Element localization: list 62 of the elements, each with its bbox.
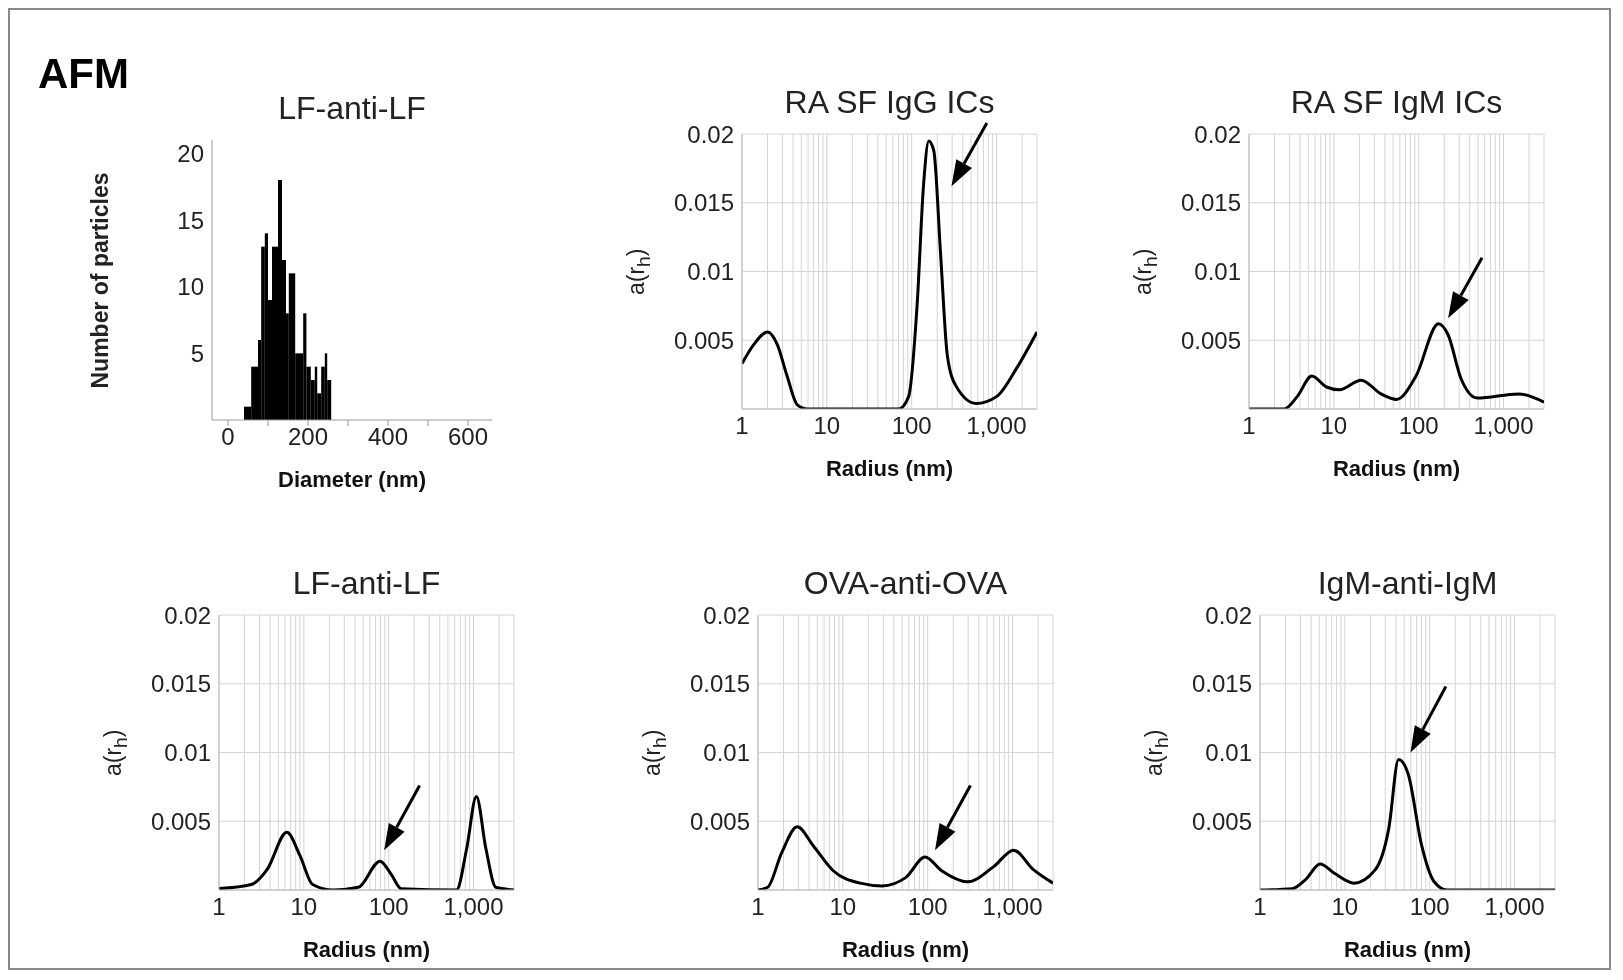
y-tick-label: 10 <box>177 273 204 301</box>
y-tick-label: 0.01 <box>687 258 734 286</box>
x-tick-label: 10 <box>290 893 318 921</box>
x-axis-title: Radius (nm) <box>1342 937 1473 963</box>
x-tick-label: 10 <box>1331 893 1359 921</box>
x-tick-label: 400 <box>367 423 409 451</box>
chart-title: OVA-anti-OVA <box>802 565 1009 603</box>
chart-title: RA SF IgG ICs <box>783 84 996 122</box>
x-tick-label: 100 <box>907 893 948 921</box>
x-axis-title: Radius (nm) <box>824 456 955 482</box>
y-tick-label: 0.005 <box>150 807 211 835</box>
x-axis-title: Diameter (nm) <box>277 467 427 493</box>
chart-title: RA SF IgM ICs <box>1289 84 1504 122</box>
x-tick-label: 1 <box>1253 893 1267 921</box>
x-tick-label: 1,000 <box>966 412 1027 440</box>
x-tick-label: 10 <box>829 893 857 921</box>
x-tick-label: 100 <box>1398 412 1439 440</box>
y-tick-label: 0.005 <box>689 807 750 835</box>
y-tick-label: 15 <box>177 206 204 234</box>
y-tick-label: 0.02 <box>687 120 734 148</box>
y-tick-label: 0.02 <box>703 601 750 629</box>
y-tick-label: 0.02 <box>164 601 211 629</box>
chart-title: IgM-anti-IgM <box>1316 565 1499 603</box>
x-tick-label: 1,000 <box>1473 412 1534 440</box>
y-tick-label: 0.02 <box>1194 120 1241 148</box>
x-tick-label: 600 <box>447 423 489 451</box>
y-tick-label: 0.02 <box>1205 601 1252 629</box>
y-tick-label: 20 <box>177 139 204 167</box>
x-tick-label: 10 <box>1320 412 1348 440</box>
x-tick-label: 1,000 <box>443 893 504 921</box>
x-tick-label: 1 <box>1242 412 1256 440</box>
x-tick-label: 100 <box>891 412 932 440</box>
chart-title: LF-anti-LF <box>291 565 442 603</box>
y-tick-label: 0.015 <box>1180 189 1241 217</box>
y-tick-label: 0.01 <box>703 739 750 767</box>
chart-title: LF-anti-LF <box>277 90 427 128</box>
x-tick-label: 1 <box>751 893 765 921</box>
y-tick-label: 0.015 <box>689 670 750 698</box>
y-tick-label: 5 <box>190 339 204 367</box>
x-tick-label: 200 <box>287 423 329 451</box>
y-tick-label: 0.005 <box>1191 807 1252 835</box>
x-tick-label: 1,000 <box>1484 893 1545 921</box>
y-tick-label: 0.005 <box>673 326 734 354</box>
x-tick-label: 1 <box>735 412 749 440</box>
x-axis-title: Radius (nm) <box>840 937 971 963</box>
y-tick-label: 0.01 <box>1205 739 1252 767</box>
y-axis-title: Number of particles <box>86 172 113 388</box>
x-axis-title: Radius (nm) <box>1331 456 1462 482</box>
y-tick-label: 0.015 <box>1191 670 1252 698</box>
y-tick-label: 0.015 <box>150 670 211 698</box>
x-tick-label: 100 <box>1409 893 1450 921</box>
x-tick-label: 10 <box>813 412 841 440</box>
y-tick-label: 0.005 <box>1180 326 1241 354</box>
x-tick-label: 1 <box>212 893 226 921</box>
y-tick-label: 0.01 <box>164 739 211 767</box>
y-tick-label: 0.01 <box>1194 258 1241 286</box>
x-tick-label: 1,000 <box>982 893 1043 921</box>
y-tick-label: 0.015 <box>673 189 734 217</box>
x-tick-label: 100 <box>368 893 409 921</box>
x-axis-title: Radius (nm) <box>301 937 432 963</box>
x-tick-label: 0 <box>221 423 235 451</box>
text: AFM <box>38 50 129 98</box>
